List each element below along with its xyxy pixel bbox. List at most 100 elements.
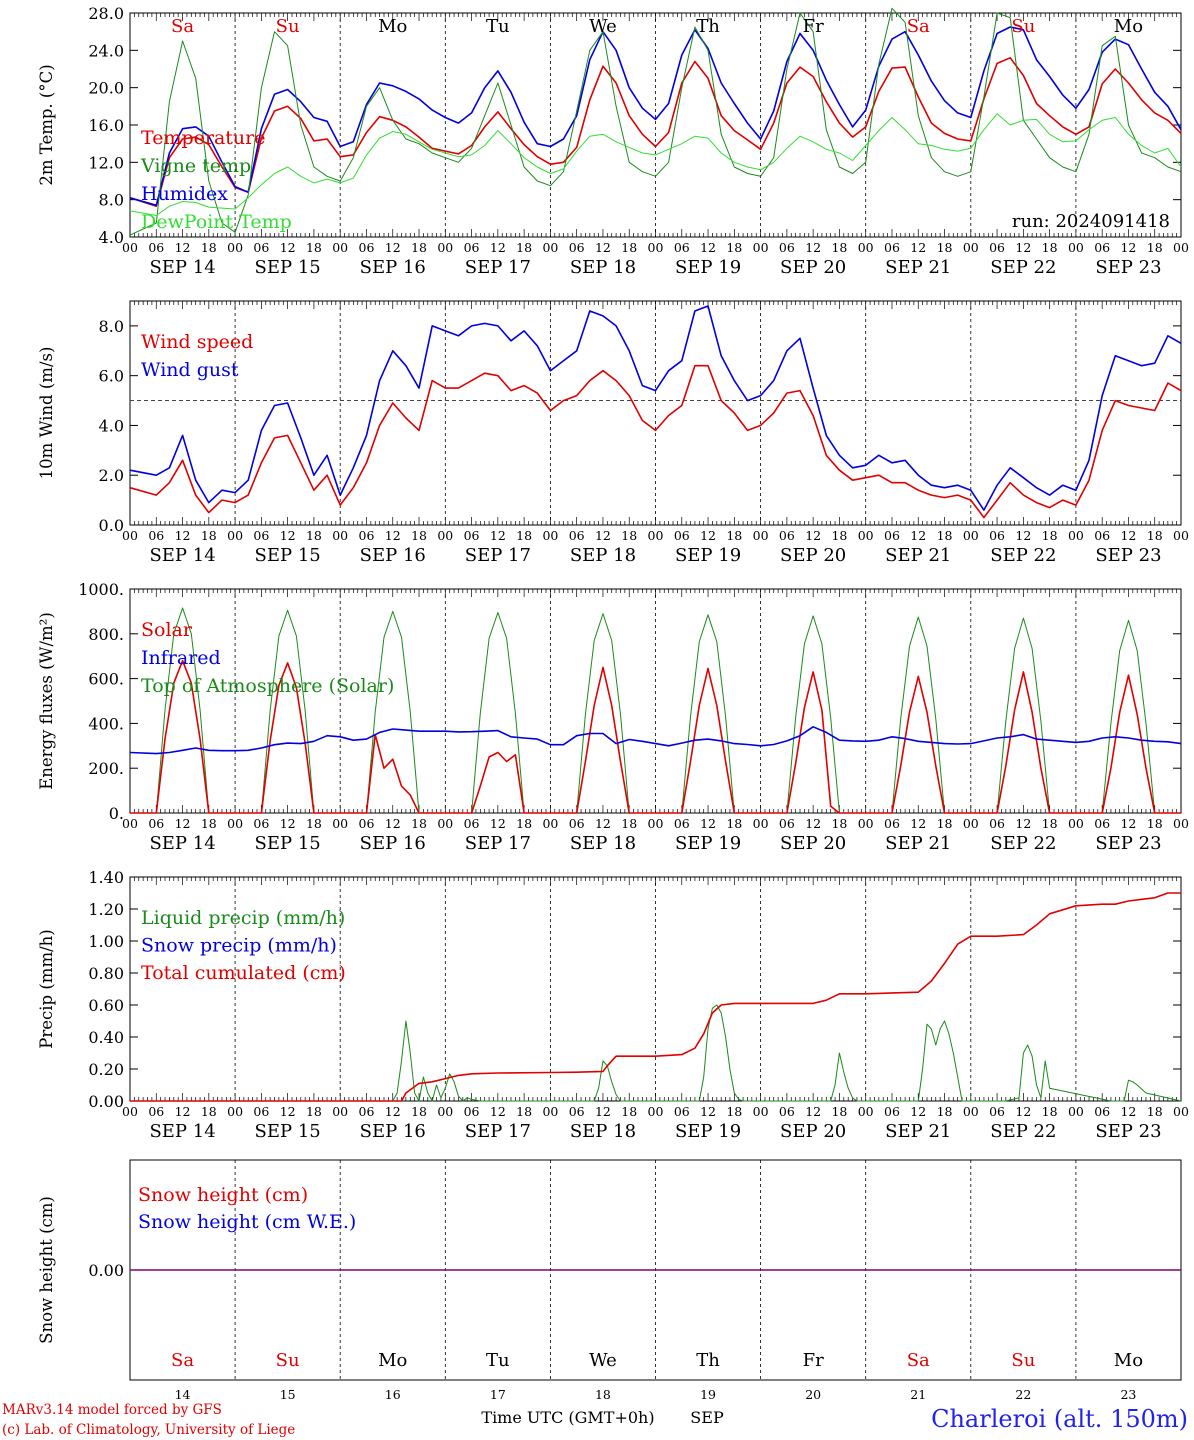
hour-tick-label: 12	[700, 528, 716, 543]
y-tick-label: 4.0	[99, 416, 124, 435]
day-name-label: Su	[1011, 16, 1035, 37]
date-label: SEP 19	[675, 545, 741, 566]
hour-tick-label: 12	[595, 1104, 611, 1119]
hour-tick-label: 18	[306, 1104, 322, 1119]
date-label: SEP 20	[780, 545, 846, 566]
hour-tick-label: 12	[175, 240, 191, 255]
date-label: SEP 23	[1095, 257, 1161, 278]
y-tick-label: 0.80	[88, 964, 124, 983]
hour-tick-label: 06	[569, 528, 585, 543]
y-axis-label: Precip (mm/h)	[37, 929, 56, 1048]
hour-tick-label: 00	[122, 528, 138, 543]
hour-tick-label: 12	[805, 816, 821, 831]
y-tick-label: 28.0	[88, 4, 124, 23]
hour-tick-label: 18	[1042, 240, 1058, 255]
date-label: SEP 20	[780, 833, 846, 854]
date-label: SEP 16	[360, 257, 426, 278]
day-name-label: Tu	[486, 16, 510, 37]
hour-tick-label: 00	[858, 816, 874, 831]
hour-tick-label: 12	[805, 240, 821, 255]
hour-tick-label: 06	[464, 528, 480, 543]
day-number-label: 16	[385, 1387, 401, 1402]
y-axis-label: Energy fluxes (W/m²)	[37, 612, 56, 790]
y-tick-label: 1.20	[88, 900, 124, 919]
date-label: SEP 23	[1095, 833, 1161, 854]
hour-tick-label: 12	[910, 240, 926, 255]
hour-tick-label: 18	[1147, 528, 1163, 543]
hour-tick-label: 12	[490, 1104, 506, 1119]
hour-tick-label: 18	[411, 1104, 427, 1119]
hour-tick-label: 12	[490, 816, 506, 831]
y-tick-label: 1.00	[88, 932, 124, 951]
date-label: SEP 14	[149, 545, 215, 566]
hour-tick-label: 18	[201, 528, 217, 543]
hour-tick-label: 06	[253, 1104, 269, 1119]
hour-tick-label: 18	[516, 240, 532, 255]
hour-tick-label: 18	[201, 816, 217, 831]
hour-tick-label: 06	[674, 528, 690, 543]
hour-tick-label: 12	[280, 816, 296, 831]
hour-tick-label: 00	[1173, 528, 1189, 543]
hour-tick-label: 18	[726, 528, 742, 543]
hour-tick-label: 00	[1068, 1104, 1084, 1119]
hour-tick-label: 00	[332, 240, 348, 255]
x-axis-label: Time UTC (GMT+0h)	[481, 1408, 654, 1427]
hour-tick-label: 06	[464, 1104, 480, 1119]
hour-tick-label: 06	[253, 240, 269, 255]
hour-tick-label: 18	[306, 816, 322, 831]
hour-tick-label: 06	[674, 1104, 690, 1119]
date-label: SEP 22	[990, 257, 1056, 278]
hour-tick-label: 12	[280, 240, 296, 255]
y-tick-label: 1.40	[88, 868, 124, 887]
date-label: SEP 18	[570, 1121, 636, 1142]
hour-tick-label: 12	[1120, 240, 1136, 255]
y-tick-label: 12.0	[88, 153, 124, 172]
hour-tick-label: 12	[280, 528, 296, 543]
date-label: SEP 15	[255, 257, 321, 278]
day-number-label: 21	[910, 1387, 926, 1402]
hour-tick-label: 06	[884, 1104, 900, 1119]
date-label: SEP 21	[885, 257, 951, 278]
day-name-label: We	[589, 16, 617, 37]
series-line	[129, 305, 1182, 511]
legend-item: Wind speed	[141, 331, 253, 353]
hour-tick-label: 18	[1147, 240, 1163, 255]
energy-panel: 00 06 12 18 00 06 12 18 00 06 12 18 00 06 12 18 00 06 12 18…	[37, 580, 1189, 854]
y-tick-label: 24.0	[88, 41, 124, 60]
hour-tick-label: 06	[884, 240, 900, 255]
hour-tick-label: 12	[805, 1104, 821, 1119]
y-tick-label: 0.40	[88, 1028, 124, 1047]
hour-tick-label: 12	[1120, 1104, 1136, 1119]
wind-panel: 00 06 12 18 00 06 12 18 00 06 12 18 00 06 12 18 00 06 12 18…	[37, 300, 1189, 566]
hour-tick-label: 18	[621, 1104, 637, 1119]
hour-tick-label: 18	[516, 528, 532, 543]
date-label: SEP 18	[570, 545, 636, 566]
hour-tick-label: 12	[385, 1104, 401, 1119]
date-label: SEP 18	[570, 833, 636, 854]
legend-item: DewPoint Temp	[141, 211, 292, 233]
hour-tick-label: 12	[910, 816, 926, 831]
series-line	[130, 892, 1181, 1102]
panels: 00 06 12 18 00 06 12 18 00 06 12 18 00 06 12 18 00 06 12 18…	[37, 4, 1189, 1402]
series-line	[130, 1004, 1182, 1102]
hour-tick-label: 00	[963, 240, 979, 255]
legend-item: Top of Atmosphere (Solar)	[141, 675, 394, 697]
hour-tick-label: 06	[674, 816, 690, 831]
day-name-label: Sa	[171, 1350, 194, 1371]
day-number-label: 14	[175, 1387, 191, 1402]
hour-tick-label: 12	[595, 816, 611, 831]
hour-tick-label: 06	[148, 240, 164, 255]
y-tick-label: 600.	[88, 670, 124, 689]
hour-tick-label: 00	[227, 528, 243, 543]
date-label: SEP 16	[360, 1121, 426, 1142]
hour-tick-label: 18	[1042, 528, 1058, 543]
y-tick-label: 0.00	[88, 1092, 124, 1111]
legend-item: Infrared	[141, 647, 221, 669]
y-axis-label: Snow height (cm)	[37, 1196, 56, 1344]
day-name-label: Mo	[1114, 16, 1143, 37]
day-name-label: Mo	[378, 16, 407, 37]
hour-tick-label: 06	[1094, 816, 1110, 831]
date-label: SEP 22	[990, 833, 1056, 854]
date-label: SEP 22	[990, 1121, 1056, 1142]
hour-tick-label: 12	[175, 1104, 191, 1119]
